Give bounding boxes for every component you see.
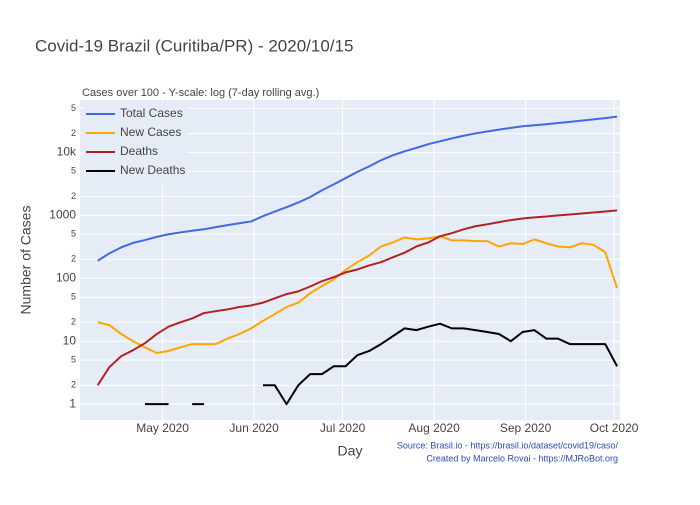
y-tick-label: 100 <box>56 270 76 284</box>
y-tick-label: 2 <box>71 128 76 138</box>
series-line <box>144 322 618 406</box>
x-tick-label: Jun 2020 <box>229 421 279 435</box>
x-tick-label: May 2020 <box>136 421 189 435</box>
series-line <box>96 209 618 386</box>
legend-label: New Cases <box>120 125 181 139</box>
y-tick-label: 5 <box>71 292 76 302</box>
chart-title: Covid-19 Brazil (Curitiba/PR) - 2020/10/… <box>35 36 353 55</box>
x-tick-label: Sep 2020 <box>500 421 552 435</box>
legend-label: Total Cases <box>120 106 183 120</box>
series-line <box>97 235 618 354</box>
x-tick-label: Aug 2020 <box>408 421 460 435</box>
series-line <box>97 115 618 262</box>
legend-box <box>83 103 188 183</box>
y-tick-label: 10k <box>57 145 77 159</box>
y-tick-label: 1 <box>69 396 76 410</box>
x-tick-label: Jul 2020 <box>320 421 366 435</box>
credit-note: Created by Marcelo Rovai - https://MJRoB… <box>426 453 618 463</box>
y-tick-label: 2 <box>71 380 76 390</box>
y-tick-label: 2 <box>71 191 76 201</box>
y-tick-label: 2 <box>71 317 76 327</box>
y-tick-label: 2 <box>71 254 76 264</box>
y-tick-label: 5 <box>71 166 76 176</box>
y-axis-label: Number of Cases <box>18 206 34 315</box>
y-tick-label: 10 <box>63 333 77 347</box>
legend-label: Deaths <box>120 144 158 158</box>
y-tick-label: 5 <box>71 229 76 239</box>
y-tick-label: 5 <box>71 355 76 365</box>
y-tick-label: 5 <box>71 103 76 113</box>
chart-subtitle: Cases over 100 - Y-scale: log (7-day rol… <box>82 87 319 99</box>
x-axis-label: Day <box>338 443 363 459</box>
plot-lines <box>96 115 618 406</box>
source-note: Source: Brasil.io - https://brasil.io/da… <box>397 440 619 450</box>
y-tick-label: 1000 <box>49 208 76 222</box>
legend-label: New Deaths <box>120 163 185 177</box>
x-tick-label: Oct 2020 <box>590 421 639 435</box>
